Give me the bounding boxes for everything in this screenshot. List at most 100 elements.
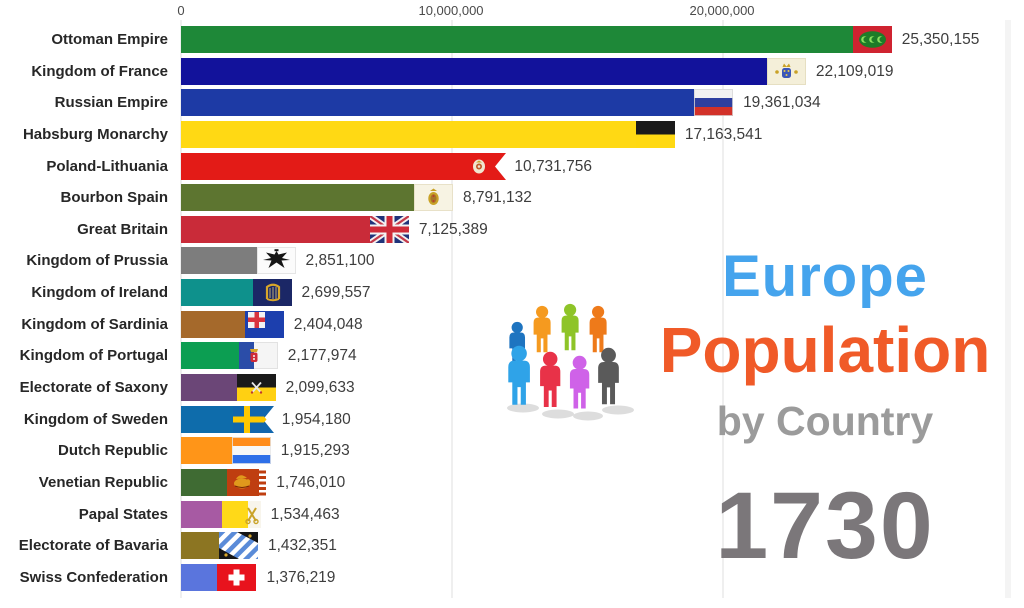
year-counter: 1730	[715, 473, 935, 579]
bar-track: 1,432,351	[181, 532, 1024, 560]
country-label: Kingdom of Sweden	[23, 410, 168, 428]
bar-track: 25,350,155	[181, 26, 1024, 53]
bar-row-kingdom-of-ireland: Kingdom of Ireland 2,699,557	[0, 279, 1024, 307]
country-label: Swiss Confederation	[19, 568, 168, 586]
great-britain-flag-icon	[369, 215, 409, 243]
bar-track: 22,109,019	[181, 57, 1024, 85]
population-bar	[181, 500, 222, 528]
bar-row-dutch-republic: Dutch Republic 1,915,293	[0, 437, 1024, 465]
x-axis-tick: 10,000,000	[418, 3, 484, 18]
bar-row-kingdom-of-prussia: Kingdom of Prussia 2,851,100	[0, 247, 1024, 275]
population-value: 2,851,100	[305, 252, 375, 270]
bar-row-kingdom-of-sweden: Kingdom of Sweden 1,954,180	[0, 405, 1024, 433]
bar-row-kingdom-of-france: Kingdom of France 22,109,019	[0, 57, 1024, 85]
bar-track: 2,177,974	[181, 342, 1024, 370]
gridline-10m	[451, 20, 453, 598]
country-label: Great Britain	[77, 220, 168, 238]
people-icon	[503, 290, 648, 435]
population-value: 7,125,389	[418, 220, 488, 238]
dutch-republic-flag-icon	[231, 437, 271, 465]
x-axis-tick: 0	[177, 3, 185, 18]
population-value: 1,432,351	[267, 537, 337, 555]
bar-track: 2,099,633	[181, 374, 1024, 402]
kingdom-of-sardinia-flag-icon	[244, 310, 284, 338]
title-by-country: by Country	[716, 398, 934, 444]
bar-row-electorate-of-saxony: Electorate of Saxony 2,099,633	[0, 374, 1024, 402]
bar-row-kingdom-of-portugal: Kingdom of Portugal 2,177,974	[0, 342, 1024, 370]
population-value: 2,177,974	[287, 347, 357, 365]
population-bar	[181, 374, 237, 402]
population-value: 19,361,034	[743, 94, 821, 112]
bar-track: 7,125,389	[181, 215, 1024, 243]
population-value: 2,699,557	[301, 284, 371, 302]
bar-row-electorate-of-bavaria: Electorate of Bavaria 1,432,351	[0, 532, 1024, 560]
population-value: 1,534,463	[270, 505, 340, 523]
population-bar	[181, 89, 695, 117]
population-bar	[181, 310, 245, 338]
country-label: Russian Empire	[54, 94, 168, 112]
title-population: Population	[659, 314, 991, 386]
bar-track: 10,731,756	[181, 152, 1024, 180]
population-bar	[181, 437, 232, 465]
population-value: 1,915,293	[280, 442, 350, 460]
country-label: Kingdom of Sardinia	[21, 315, 168, 333]
country-label: Poland-Lithuania	[46, 157, 168, 175]
country-label: Ottoman Empire	[51, 31, 168, 48]
population-value: 17,163,541	[684, 125, 763, 143]
population-bar	[181, 120, 636, 148]
population-bar	[181, 279, 253, 307]
bar-track: 19,361,034	[181, 89, 1024, 117]
electorate-of-bavaria-flag-icon	[218, 532, 258, 560]
bar-track: 1,376,219	[181, 563, 1024, 591]
bar-row-ottoman-empire: Ottoman Empire 25,350,155	[0, 26, 1024, 53]
population-bar	[181, 342, 239, 370]
bar-track: 8,791,132	[181, 184, 1024, 212]
gridline-30m	[1005, 20, 1011, 598]
population-bar	[181, 405, 233, 433]
population-bar	[181, 184, 414, 212]
country-label: Dutch Republic	[57, 442, 168, 460]
bar-track: 2,404,048	[181, 310, 1024, 338]
bar-row-swiss-confederation: Swiss Confederation 1,376,219	[0, 563, 1024, 591]
country-label: Kingdom of France	[31, 62, 168, 80]
population-bar	[181, 247, 257, 275]
bar-track: 1,534,463	[181, 500, 1024, 528]
bar-row-great-britain: Great Britain 7,125,389	[0, 215, 1024, 243]
country-label: Kingdom of Portugal	[19, 347, 168, 365]
poland-lithuania-flag-icon	[465, 152, 507, 180]
population-value: 1,746,010	[276, 473, 346, 491]
title-europe: Europe	[722, 244, 928, 309]
kingdom-of-sweden-flag-icon	[232, 405, 274, 433]
bar-row-bourbon-spain: Bourbon Spain 8,791,132	[0, 184, 1024, 212]
bourbon-spain-flag-icon	[413, 184, 453, 212]
population-value: 2,099,633	[285, 379, 355, 397]
population-value: 2,404,048	[293, 315, 363, 333]
population-bar	[181, 532, 219, 560]
bar-track: 2,699,557	[181, 279, 1024, 307]
gridline-0	[180, 20, 182, 598]
swiss-confederation-flag-icon	[217, 563, 257, 591]
bar-track: 1,746,010	[181, 468, 1024, 496]
country-label: Papal States	[78, 505, 168, 523]
country-label: Kingdom of Ireland	[31, 284, 168, 302]
kingdom-of-ireland-flag-icon	[252, 279, 292, 307]
kingdom-of-france-flag-icon	[766, 57, 806, 85]
population-value: 10,731,756	[514, 157, 592, 175]
population-value: 22,109,019	[815, 62, 894, 80]
venetian-republic-flag-icon	[227, 468, 267, 496]
population-value: 1,376,219	[266, 568, 336, 586]
bar-row-poland-lithuania: Poland-Lithuania 10,731,756	[0, 152, 1024, 180]
bar-row-kingdom-of-sardinia: Kingdom of Sardinia 2,404,048	[0, 310, 1024, 338]
x-axis-tick: 20,000,000	[689, 3, 755, 18]
population-bar	[181, 563, 218, 591]
bar-row-habsburg-monarchy: Habsburg Monarchy 17,163,541	[0, 120, 1024, 148]
bar-track: 2,851,100	[181, 247, 1024, 275]
habsburg-monarchy-flag-icon	[635, 120, 675, 148]
papal-states-flag-icon	[221, 500, 261, 528]
gridline-20m	[722, 20, 724, 598]
country-label: Kingdom of Prussia	[26, 252, 168, 270]
population-value: 1,954,180	[281, 410, 351, 428]
bar-track: 1,954,180	[181, 405, 1024, 433]
population-bar	[181, 152, 466, 180]
population-bar	[181, 26, 853, 53]
